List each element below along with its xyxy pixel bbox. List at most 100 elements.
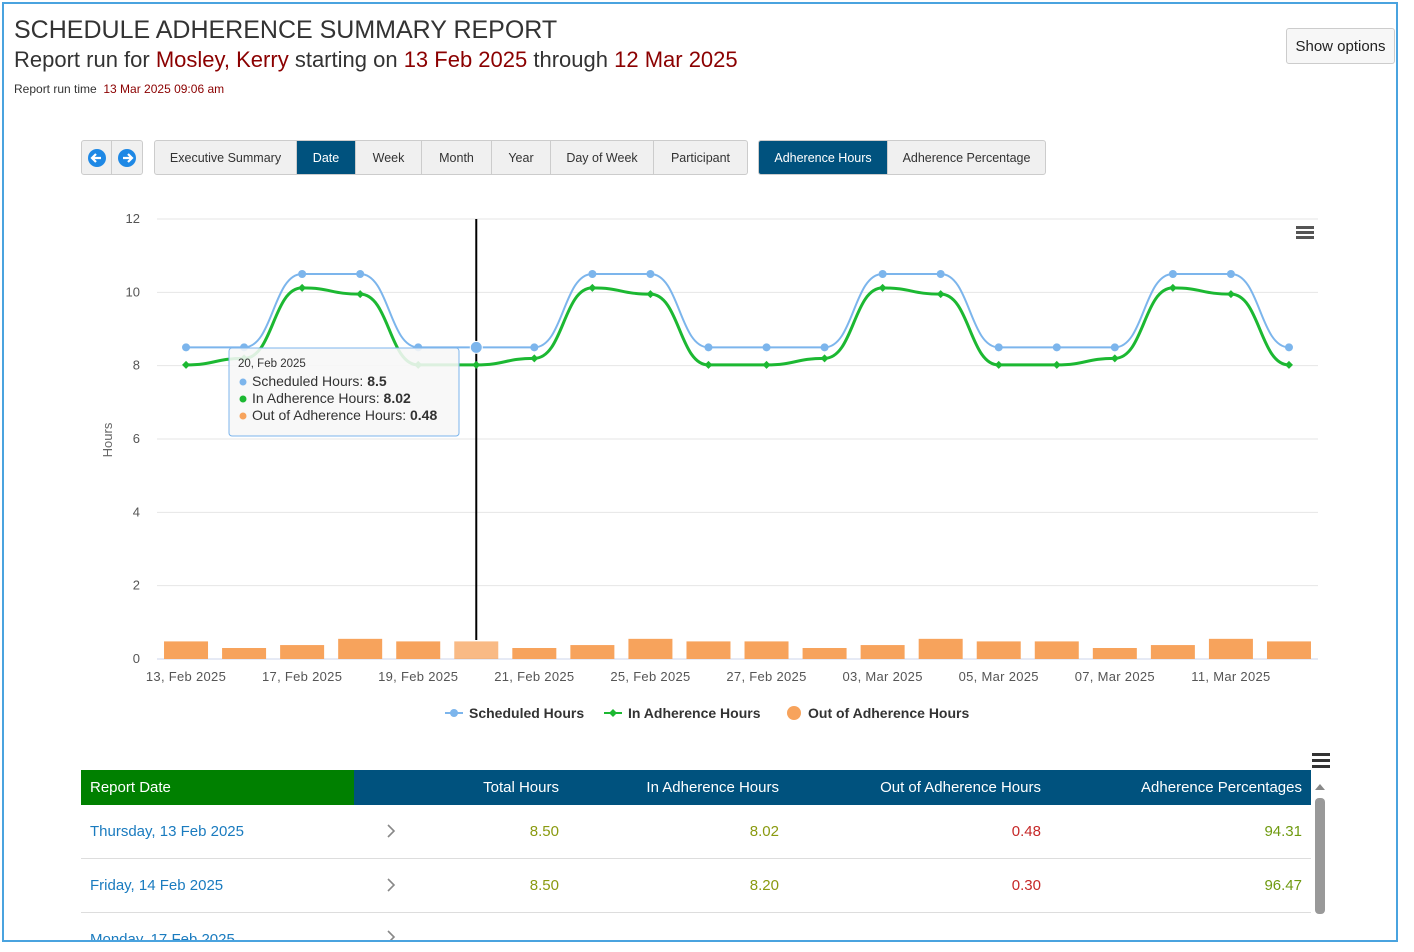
point: [704, 360, 713, 369]
bar: [1092, 648, 1137, 659]
y-tick-label: 2: [133, 578, 140, 593]
tooltip-series-name: Scheduled Hours: [252, 373, 359, 389]
row-chevron[interactable]: [386, 929, 396, 940]
column-header: Report Date: [81, 770, 354, 805]
show-options-button[interactable]: Show options: [1286, 28, 1395, 64]
legend-symbol: [609, 709, 617, 717]
row-chevron[interactable]: [386, 823, 396, 839]
point: [704, 343, 713, 352]
measure-tab[interactable]: Adherence Hours: [759, 141, 888, 174]
row-date[interactable]: Friday, 14 Feb 2025: [81, 859, 396, 912]
point: [1110, 343, 1119, 352]
y-tick-label: 12: [126, 211, 140, 226]
tooltip-sep: :: [402, 407, 410, 423]
nav-buttons: [81, 140, 143, 175]
view-tab[interactable]: Executive Summary: [155, 141, 297, 174]
end-date: 12 Mar 2025: [614, 47, 738, 72]
y-tick-label: 8: [133, 358, 140, 373]
prev-button[interactable]: [82, 141, 112, 174]
row-value: 8.20: [749, 877, 779, 894]
bar: [744, 641, 789, 659]
y-tick-label: 10: [126, 284, 140, 299]
legend-symbol: [450, 709, 458, 717]
measure-tab[interactable]: Adherence Percentage: [902, 150, 1031, 165]
tooltip-series-name: Out of Adherence Hours: [252, 407, 402, 423]
table-row: Friday, 14 Feb 2025 8.50 8.20 0.30 96.47: [81, 859, 1311, 913]
point: [1168, 270, 1177, 278]
tooltip-series-name: In Adherence Hours: [252, 390, 376, 406]
point: [1052, 343, 1061, 352]
y-tick-label: 4: [133, 504, 140, 519]
point: [1284, 343, 1293, 352]
bar: [222, 648, 267, 659]
legend-label: Out of Adherence Hours: [808, 705, 969, 721]
tooltip-dot: [239, 395, 247, 403]
legend-symbol: [787, 706, 801, 720]
bar: [396, 641, 441, 659]
row-date[interactable]: Thursday, 13 Feb 2025: [81, 805, 396, 858]
row-date[interactable]: Monday, 17 Feb 2025: [81, 913, 396, 940]
y-tick-label: 6: [133, 431, 140, 446]
view-tab[interactable]: Day of Week: [551, 141, 654, 174]
table-menu[interactable]: [1312, 753, 1332, 771]
x-tick-label: 21, Feb 2025: [494, 669, 574, 684]
point: [469, 340, 483, 354]
tooltip-sep: :: [359, 373, 367, 389]
next-button[interactable]: [112, 141, 141, 174]
bar: [338, 638, 383, 659]
x-tick-label: 11, Mar 2025: [1191, 669, 1270, 684]
point: [1226, 270, 1235, 278]
bar: [1034, 641, 1079, 659]
view-tab[interactable]: Month: [422, 141, 492, 174]
row-value: 8.50: [529, 877, 559, 894]
subtitle-text: through: [533, 47, 608, 72]
bar: [802, 648, 847, 659]
point: [1284, 360, 1293, 369]
x-tick-label: 25, Feb 2025: [610, 669, 690, 684]
data-table: Report Date Total Hours In Adherence Hours…: [81, 770, 1311, 940]
bar: [512, 648, 557, 659]
point: [1052, 360, 1061, 369]
chart-menu[interactable]: [1296, 226, 1314, 239]
point: [1226, 290, 1235, 299]
point: [820, 354, 829, 363]
point: [878, 270, 887, 278]
run-time-value: 13 Mar 2025 09:06 am: [103, 82, 225, 96]
point: [182, 360, 191, 369]
view-tab[interactable]: Participant: [670, 150, 731, 165]
row-value: 8.50: [529, 823, 559, 840]
run-time: Report run time 13 Mar 2025 09:06 am: [14, 82, 224, 96]
row-chevron[interactable]: [386, 877, 396, 893]
point: [530, 343, 539, 352]
point: [762, 360, 771, 369]
point: [298, 283, 307, 292]
report-subtitle: Report run for Mosley, Kerry starting on…: [14, 47, 738, 73]
subtitle-text: starting on: [294, 47, 398, 72]
tooltip: 20, Feb 2025 Scheduled Hours: 8.5In Adher…: [228, 347, 460, 437]
tooltip-value: 8.5: [367, 373, 387, 389]
x-tick-label: 07, Mar 2025: [1075, 669, 1155, 684]
column-header: Total Hours: [483, 779, 559, 796]
bar: [164, 641, 209, 659]
point: [472, 360, 481, 369]
next-icon: [117, 148, 136, 167]
view-tab[interactable]: Year: [492, 141, 551, 174]
row-value: 8.02: [749, 823, 779, 840]
series-line: [186, 273, 1290, 349]
point: [936, 290, 945, 299]
tooltip-value: 0.48: [410, 407, 437, 423]
view-tab[interactable]: Week: [356, 141, 422, 174]
point: [356, 290, 365, 299]
tooltip-dot: [239, 412, 247, 420]
tooltip-line: Out of Adherence Hours: 0.48: [252, 407, 437, 423]
column-header: Out of Adherence Hours: [880, 779, 1041, 796]
tooltip-title: 20, Feb 2025: [238, 358, 306, 370]
tooltip-dot: [239, 378, 247, 386]
scrollbar[interactable]: [1312, 778, 1328, 918]
measure-tabs: Adherence Hours Adherence Percentage: [758, 140, 1046, 175]
bar: [628, 638, 673, 659]
view-tab[interactable]: Date: [297, 141, 356, 174]
bar: [918, 638, 963, 659]
x-tick-label: 03, Mar 2025: [843, 669, 923, 684]
